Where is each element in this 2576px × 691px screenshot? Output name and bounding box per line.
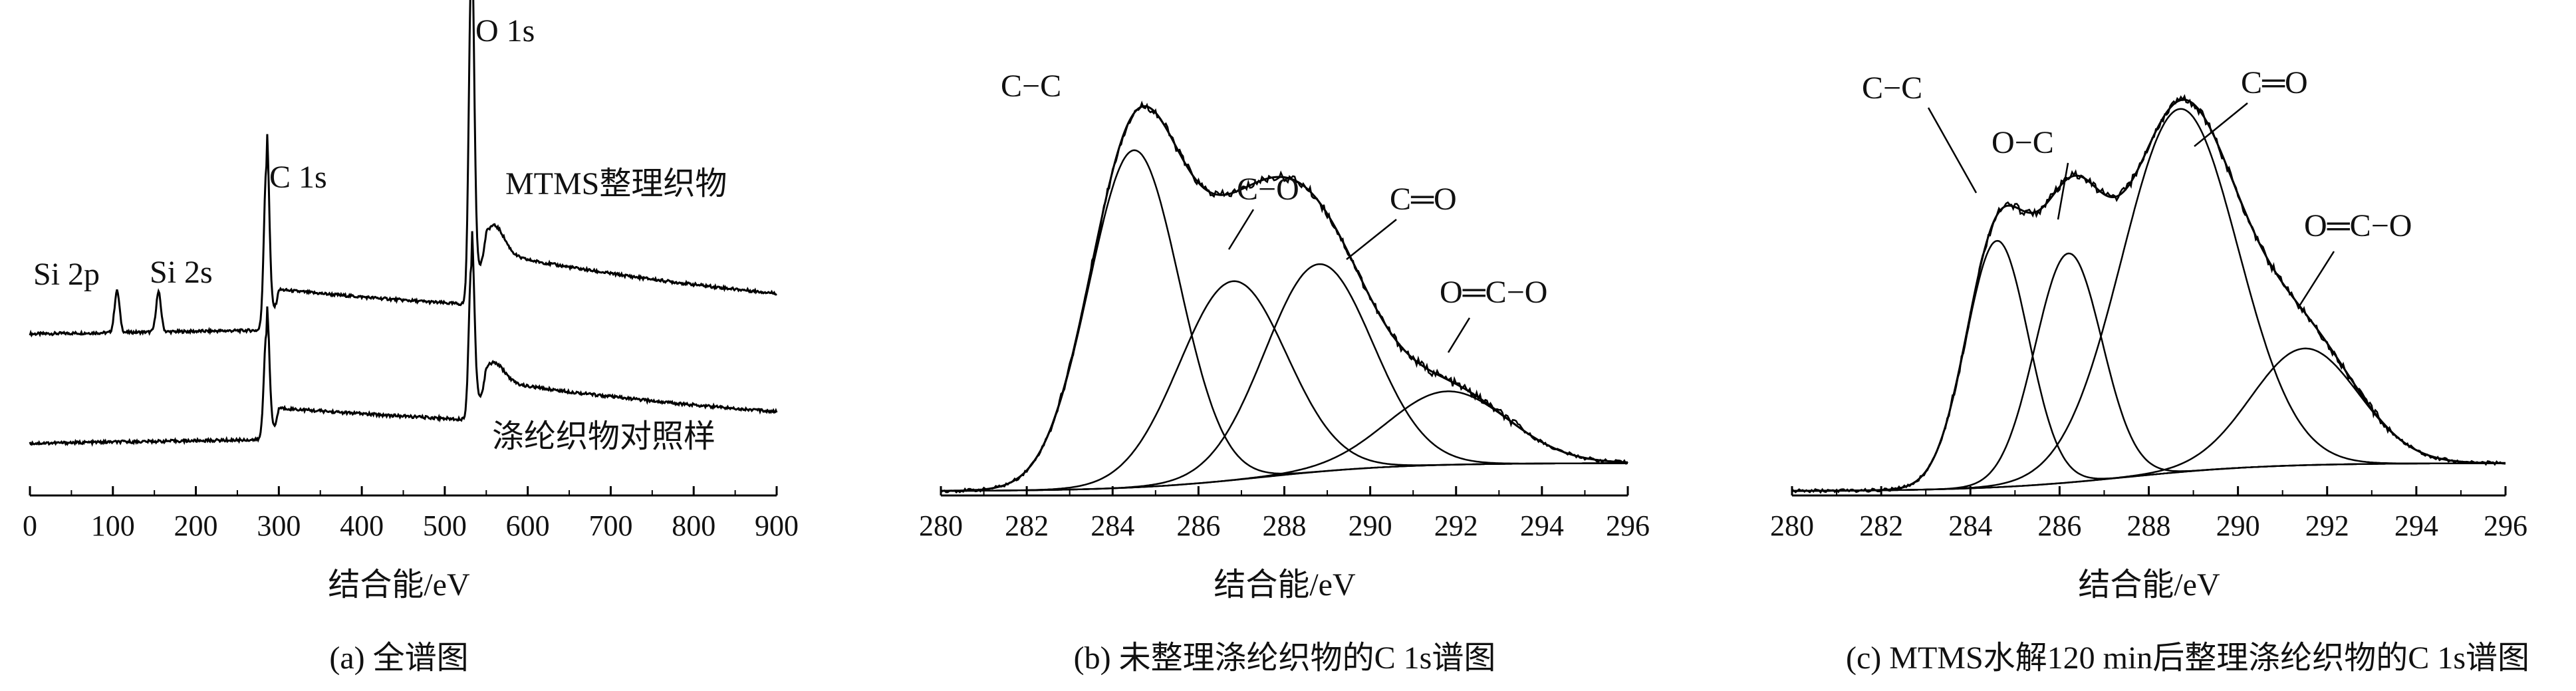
panel-c-arrow-oco xyxy=(2298,251,2335,307)
panel-c-tick-label-282: 282 xyxy=(1859,509,1903,542)
panel-c-tick-label-290: 290 xyxy=(2216,509,2260,542)
panel-c-component-2 xyxy=(1792,108,2506,492)
panel-c-peak-label-oc: O−C xyxy=(1992,125,2054,160)
panel-b-tick-label-282: 282 xyxy=(1005,509,1049,542)
panel-b-component-3 xyxy=(941,390,1628,492)
panel-b-peak-label-co: C−O xyxy=(1237,172,1299,207)
panel-b-peak-label-c-double-o: C═O xyxy=(1390,182,1457,217)
panel-c-x-axis-label: 结合能/eV xyxy=(2078,567,2220,603)
panel-a-tick-label-900: 900 xyxy=(755,509,799,542)
panel-c-c1s-mtms: 280 282 284 286 288 290 292 294 296 C−C O−C C═O … xyxy=(1770,65,2529,676)
panel-a-annotation-o1s: O 1s xyxy=(475,13,535,49)
panel-c-arrow-cc xyxy=(1927,107,1978,194)
panel-b-tick-label-288: 288 xyxy=(1263,509,1307,542)
panel-b-peak-label-ocO: O═C−O xyxy=(1440,275,1547,310)
panel-a-survey-spectrum: 0 100 200 300 400 500 600 700 800 900 Si 2p Si 2s… xyxy=(23,0,799,676)
panel-c-peak-label-c-double-o: C═O xyxy=(2241,65,2308,100)
panel-c-component-3 xyxy=(1792,347,2506,492)
panel-c-tick-label-280: 280 xyxy=(1770,509,1814,542)
panel-a-caption: (a) 全谱图 xyxy=(329,640,468,676)
panel-c-component-0 xyxy=(1792,239,2506,492)
panel-b-tick-label-292: 292 xyxy=(1434,509,1478,542)
panel-a-tick-label-700: 700 xyxy=(588,509,632,542)
panel-b-tick-label-280: 280 xyxy=(919,509,963,542)
panel-b-component-1 xyxy=(941,280,1628,492)
panel-a-x-ticks: 0 100 200 300 400 500 600 700 800 900 xyxy=(23,486,799,542)
panel-a-x-axis-label: 结合能/eV xyxy=(328,567,470,603)
panel-a-tick-label-200: 200 xyxy=(174,509,218,542)
panel-b-x-axis-label: 结合能/eV xyxy=(1214,567,1356,603)
panel-b-arrow-oco xyxy=(1447,317,1471,353)
panel-b-measured xyxy=(940,100,1628,494)
panel-a-series-label-control: 涤纶织物对照样 xyxy=(492,419,715,454)
panel-b-caption: (b) 未整理涤纶织物的C 1s谱图 xyxy=(1074,640,1496,676)
panel-b-tick-label-284: 284 xyxy=(1091,509,1134,542)
panel-c-arrow-oc xyxy=(2057,162,2069,220)
panel-a-series-control xyxy=(29,231,778,447)
panel-c-caption: (c) MTMS水解120 min后整理涤纶织物的C 1s谱图 xyxy=(1846,640,2529,676)
panel-c-tick-label-292: 292 xyxy=(2305,509,2349,542)
panel-a-annotation-si2p: Si 2p xyxy=(33,257,100,292)
panel-a-annotation-si2s: Si 2s xyxy=(150,255,213,290)
panel-c-tick-label-296: 296 xyxy=(2484,509,2527,542)
panel-c-fit-components xyxy=(1792,108,2506,492)
panel-b-tick-label-290: 290 xyxy=(1349,509,1392,542)
panel-a-annotation-c1s: C 1s xyxy=(269,160,327,195)
panel-a-tick-label-500: 500 xyxy=(423,509,467,542)
panel-c-peak-label-cc: C−C xyxy=(1862,70,1922,106)
panel-b-x-ticks: 280 282 284 286 288 290 292 294 296 xyxy=(919,486,1650,542)
panel-b-arrow-co xyxy=(1227,209,1255,250)
panel-b-tick-label-294: 294 xyxy=(1520,509,1564,542)
panel-b-c1s-untreated: 280 282 284 286 288 290 292 294 296 C−C C−O C═O … xyxy=(919,69,1650,676)
panel-a-tick-label-300: 300 xyxy=(257,509,301,542)
panel-c-tick-label-284: 284 xyxy=(1948,509,1992,542)
panel-a-tick-label-0: 0 xyxy=(23,509,37,542)
panel-a-tick-label-100: 100 xyxy=(91,509,135,542)
panel-c-component-1 xyxy=(1792,252,2506,492)
panel-c-measured xyxy=(1791,94,2506,494)
panel-b-tick-label-296: 296 xyxy=(1606,509,1650,542)
panel-a-tick-label-800: 800 xyxy=(672,509,715,542)
panel-c-arrow-c-double-o xyxy=(2194,102,2248,147)
panel-c-x-ticks: 280 282 284 286 288 290 292 294 296 xyxy=(1770,486,2527,542)
panel-a-series-label-mtms: MTMS整理织物 xyxy=(505,166,727,202)
panel-a-tick-label-400: 400 xyxy=(340,509,384,542)
panel-c-tick-label-286: 286 xyxy=(2037,509,2081,542)
panel-c-tick-label-288: 288 xyxy=(2127,509,2171,542)
panel-c-tick-label-294: 294 xyxy=(2394,509,2438,542)
panel-a-tick-label-600: 600 xyxy=(506,509,550,542)
panel-b-tick-label-286: 286 xyxy=(1176,509,1220,542)
panel-c-peak-label-oco: O═C−O xyxy=(2304,208,2412,243)
panel-a-series-mtms xyxy=(29,0,777,338)
panel-b-peak-label-cc: C−C xyxy=(1001,69,1061,104)
panel-b-arrow-c-double-o xyxy=(1346,219,1397,260)
